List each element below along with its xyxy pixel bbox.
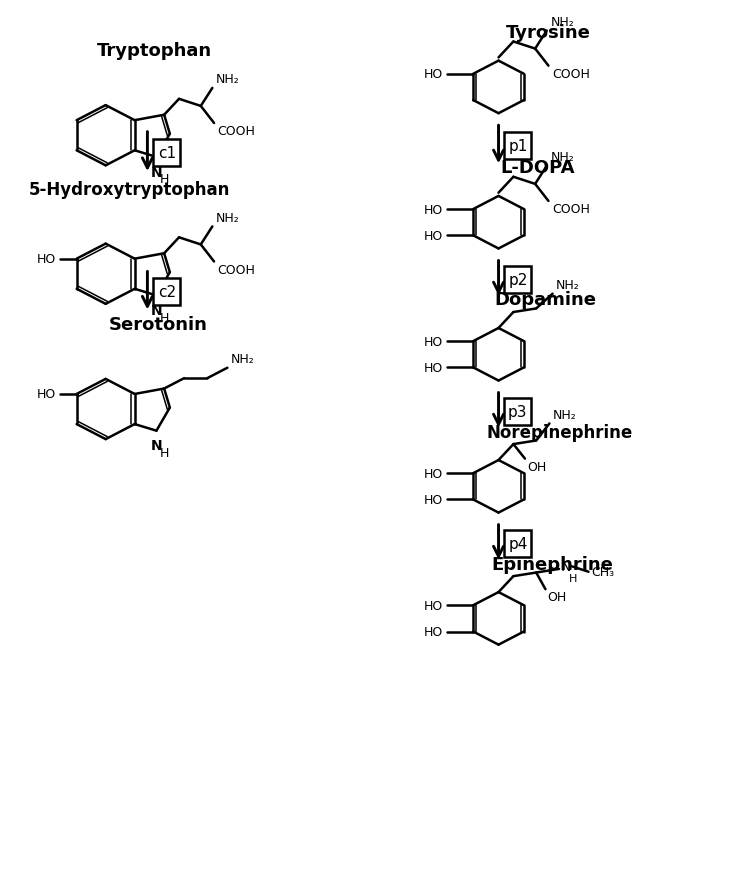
Text: NH₂: NH₂ <box>550 16 574 29</box>
Text: NH₂: NH₂ <box>216 211 239 225</box>
Text: COOH: COOH <box>552 203 590 216</box>
Text: Dopamine: Dopamine <box>494 291 596 310</box>
Text: NH₂: NH₂ <box>216 74 239 86</box>
Bar <box>504 398 531 425</box>
Text: HO: HO <box>424 361 444 374</box>
Text: NH₂: NH₂ <box>556 279 580 292</box>
Text: Epinephrine: Epinephrine <box>491 555 613 573</box>
Text: Tyrosine: Tyrosine <box>507 25 591 42</box>
Bar <box>504 267 531 294</box>
Text: HO: HO <box>424 203 444 217</box>
Text: COOH: COOH <box>217 263 255 276</box>
Text: H: H <box>569 574 578 583</box>
Text: NH₂: NH₂ <box>231 353 255 366</box>
Text: HO: HO <box>424 68 444 82</box>
Text: p4: p4 <box>508 536 528 552</box>
Text: N: N <box>151 166 163 180</box>
Text: N: N <box>151 303 163 317</box>
Text: COOH: COOH <box>552 68 590 81</box>
Text: COOH: COOH <box>217 125 255 138</box>
Text: p1: p1 <box>508 139 528 153</box>
Text: p2: p2 <box>508 273 528 288</box>
Text: c2: c2 <box>157 285 176 300</box>
Text: c1: c1 <box>157 146 176 161</box>
Bar <box>153 279 180 306</box>
Text: HO: HO <box>37 388 56 401</box>
Text: HO: HO <box>424 230 444 243</box>
Text: HO: HO <box>424 599 444 612</box>
Text: OH: OH <box>548 591 567 603</box>
Text: L-DOPA: L-DOPA <box>501 160 575 177</box>
Text: Norepinephrine: Norepinephrine <box>486 423 632 441</box>
Text: NH₂: NH₂ <box>550 151 574 164</box>
Text: Tryptophan: Tryptophan <box>97 42 212 61</box>
Text: H: H <box>160 446 169 460</box>
Text: N: N <box>561 560 571 574</box>
Text: OH: OH <box>527 460 546 474</box>
Text: N: N <box>151 438 163 453</box>
Text: HO: HO <box>37 253 56 266</box>
Bar <box>504 132 531 160</box>
Text: 5-Hydroxytryptophan: 5-Hydroxytryptophan <box>29 181 230 198</box>
Bar <box>153 140 180 167</box>
Text: NH₂: NH₂ <box>553 409 577 421</box>
Text: H: H <box>160 311 169 324</box>
Bar <box>504 531 531 557</box>
Text: CH₃: CH₃ <box>591 566 614 579</box>
Text: p3: p3 <box>508 404 528 419</box>
Text: HO: HO <box>424 494 444 506</box>
Text: Serotonin: Serotonin <box>109 316 208 333</box>
Text: HO: HO <box>424 335 444 348</box>
Text: H: H <box>160 173 169 186</box>
Text: HO: HO <box>424 467 444 480</box>
Text: HO: HO <box>424 625 444 638</box>
